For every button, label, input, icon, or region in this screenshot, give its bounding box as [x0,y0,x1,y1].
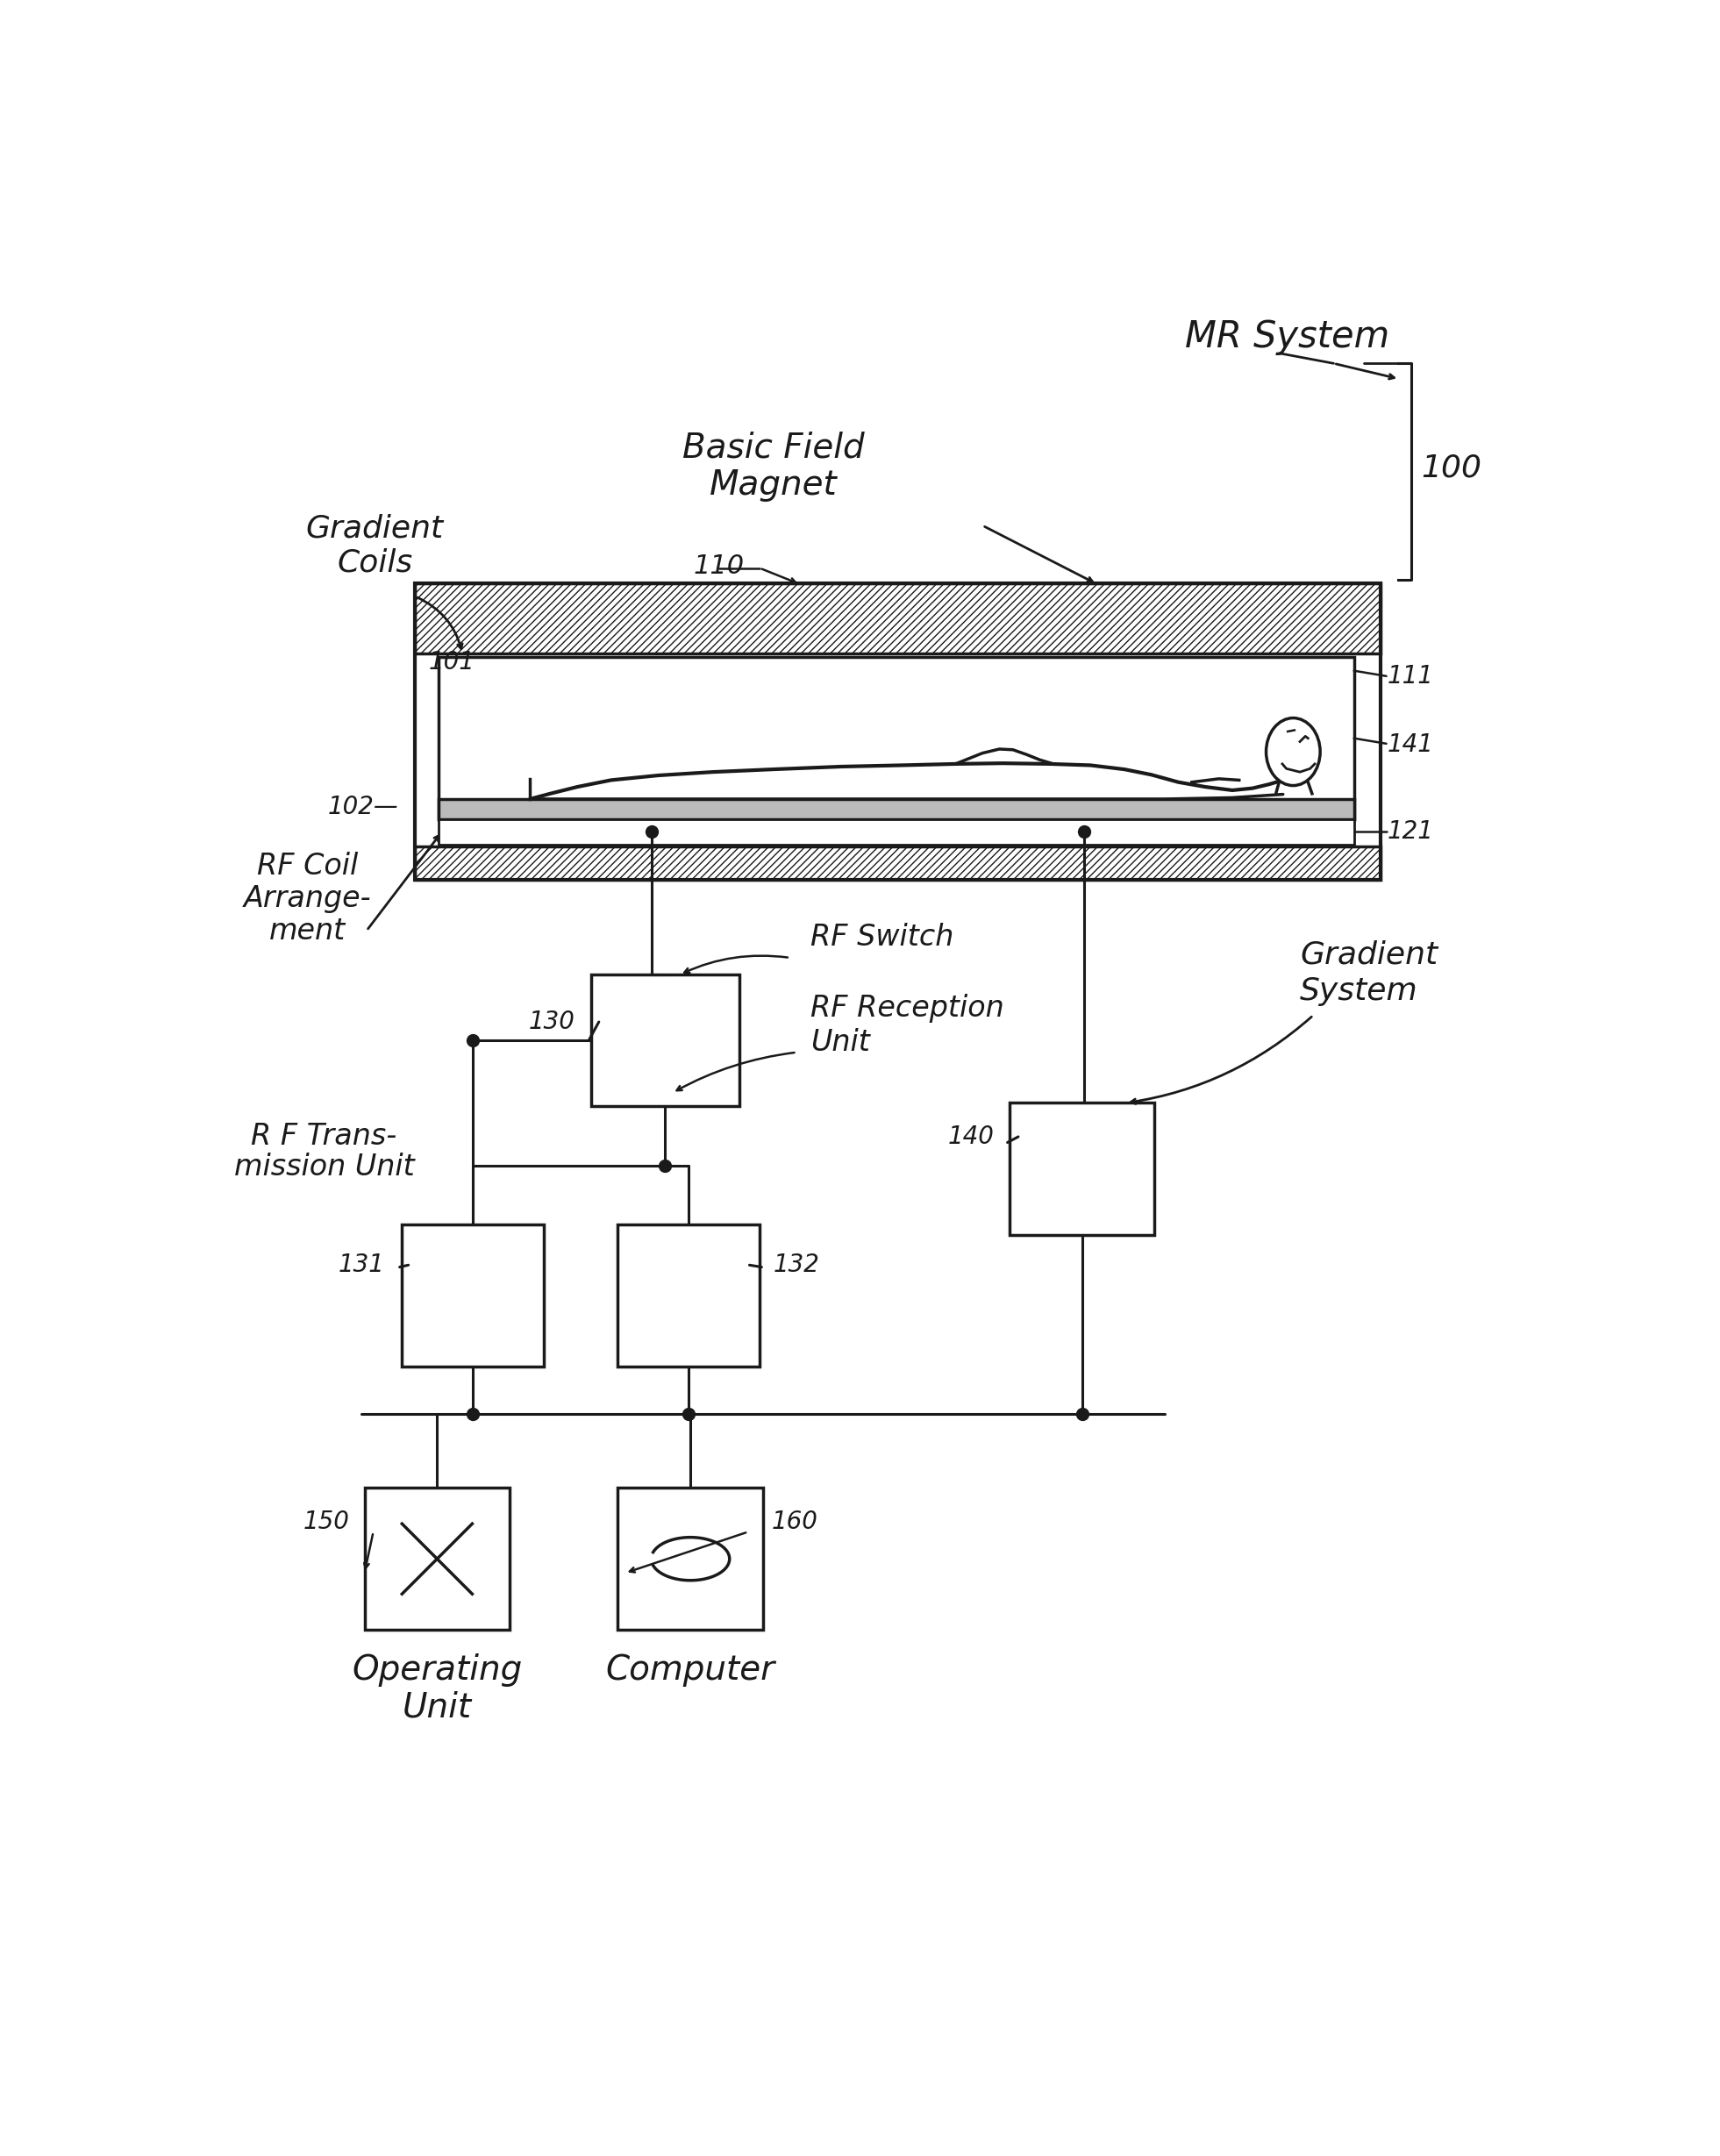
Text: Arrange-: Arrange- [243,884,372,914]
Bar [439,658,1354,819]
Text: RF Coil: RF Coil [256,852,358,882]
Text: 140: 140 [948,1125,994,1149]
Text: Magnet: Magnet [709,468,838,502]
Text: 132: 132 [772,1253,819,1276]
Bar [439,819,1354,845]
Text: System: System [1300,977,1417,1007]
Ellipse shape [1266,718,1321,785]
Text: 160: 160 [772,1509,819,1533]
Text: 131: 131 [339,1253,385,1276]
Bar [415,582,1381,880]
Text: Operating: Operating [353,1654,523,1686]
Bar [590,975,740,1106]
Text: 110: 110 [693,554,745,578]
Text: RF Reception: RF Reception [810,994,1004,1022]
Text: ment: ment [268,916,346,946]
Bar [1010,1104,1154,1235]
Text: Unit: Unit [402,1690,473,1725]
Bar [617,1225,760,1367]
Text: Computer: Computer [605,1654,774,1686]
Text: Basic Field: Basic Field [683,431,863,464]
Text: Gradient: Gradient [306,513,444,543]
Text: 100: 100 [1421,453,1483,483]
Text: 150: 150 [303,1509,349,1533]
Text: 101: 101 [428,649,475,675]
Bar [402,1225,544,1367]
Text: Coils: Coils [337,548,413,578]
Text: R F Trans-: R F Trans- [251,1123,397,1151]
Text: 111: 111 [1388,664,1434,688]
Text: RF Switch: RF Switch [810,923,953,953]
Text: MR System: MR System [1185,317,1390,356]
Bar [415,582,1381,653]
Text: 102—: 102— [327,796,399,819]
Bar [415,847,1381,880]
Bar [365,1488,509,1630]
Text: mission Unit: mission Unit [234,1153,415,1181]
Bar [439,800,1354,819]
Text: 130: 130 [528,1009,574,1035]
Text: 121: 121 [1388,819,1434,843]
Bar [415,582,1381,880]
Bar [617,1488,764,1630]
Text: Gradient: Gradient [1300,940,1438,970]
Text: Unit: Unit [810,1028,870,1056]
Text: 141: 141 [1388,733,1434,757]
